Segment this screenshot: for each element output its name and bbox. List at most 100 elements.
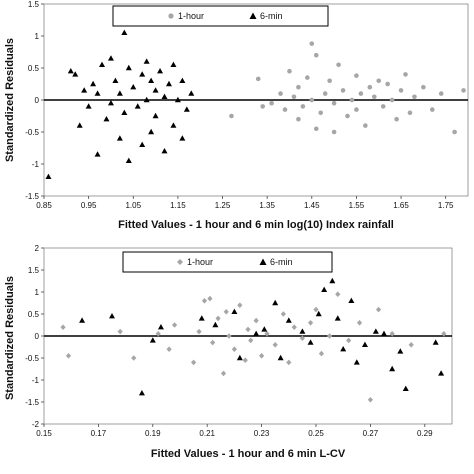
chart-1-point-6min [94, 90, 101, 96]
chart-1-point-6min [134, 103, 141, 109]
chart-2-point-1hour [210, 339, 216, 346]
chart-2-point-1hour [335, 291, 341, 297]
chart-1-point-6min [99, 61, 106, 67]
chart-1-point-1hour [380, 104, 386, 109]
chart-1-point-1hour [309, 41, 315, 46]
chart-1-point-1hour [305, 75, 310, 80]
chart-2-point-6min [334, 315, 341, 321]
chart-2-legend-1hour-label: 1-hour [187, 257, 213, 267]
chart-1-point-1hour [296, 84, 301, 90]
chart-1-point-1hour [421, 84, 426, 90]
chart-2-points [60, 277, 447, 403]
chart-2-ytick-label: -1.5 [25, 398, 39, 407]
chart-1-point-1hour [403, 72, 408, 77]
chart-1-point-6min [125, 157, 132, 163]
chart-2-point-1hour [259, 353, 265, 359]
chart-1-point-6min [174, 96, 181, 103]
chart-2-ticks: 0.15 0.17 0.19 0.21 0.23 0.25 0.27 0.29 2 1.5 1 0.5… [25, 244, 433, 438]
chart-2-point-1hour [155, 331, 161, 337]
chart-1-point-1hour [336, 62, 341, 68]
chart-1-point-6min [179, 77, 186, 83]
chart-1-point-1hour [331, 100, 337, 106]
chart-1-point-6min [143, 58, 150, 64]
chart-2-xtick-label: 0.27 [363, 429, 379, 438]
chart-1-point-6min [81, 87, 88, 93]
chart-2-point-6min [253, 330, 260, 336]
chart-1-xtick-label: 1.75 [438, 201, 454, 210]
chart-1-point-6min [161, 93, 168, 99]
chart-2-point-6min [329, 277, 336, 284]
chart-1-point-6min [103, 116, 110, 122]
chart-2-ytick-label: -2 [32, 420, 40, 429]
chart-2-point-6min [236, 354, 243, 361]
chart-1-point-1hour [367, 84, 373, 90]
chart-2-point-6min [353, 359, 360, 365]
chart-2-point-1hour [196, 328, 202, 335]
chart-2-point-1hour [191, 359, 197, 366]
chart-1-point-1hour [358, 91, 364, 96]
chart-1-xtick-label: 1.65 [393, 201, 409, 210]
chart-1: 0.85 0.95 1.05 1.15 1.25 1.35 1.45 1.55 1.65 1.75… [4, 0, 469, 231]
chart-1-point-6min [157, 68, 164, 74]
chart-1-point-6min [121, 109, 128, 115]
chart-2-ytick-label: 2 [35, 244, 40, 253]
chart-2-point-6min [438, 370, 445, 376]
chart-1-point-6min [161, 148, 168, 154]
chart-1-point-1hour [278, 91, 283, 96]
chart-2-point-1hour [375, 306, 382, 313]
chart-2-point-1hour [245, 326, 251, 333]
chart-2-point-6min [272, 299, 279, 306]
chart-2-point-1hour [171, 322, 178, 328]
chart-1-point-6min [85, 103, 92, 109]
chart-1-point-6min [152, 87, 159, 93]
chart-1-xtick-label: 1.45 [304, 201, 320, 210]
chart-2-point-1hour [286, 359, 292, 366]
chart-2-xtick-label: 0.19 [145, 429, 161, 438]
chart-2-point-6min [307, 339, 314, 345]
chart-1-point-1hour [429, 107, 435, 112]
chart-1-point-6min [72, 71, 79, 77]
chart-1-point-1hour [300, 104, 306, 109]
chart-2-point-6min [109, 313, 115, 319]
chart-2-point-6min [198, 315, 205, 321]
chart-2-point-1hour [60, 324, 66, 330]
chart-2-ytick-label: 1.5 [28, 266, 40, 275]
chart-1-legend-1hour-marker [168, 13, 174, 19]
chart-2-point-6min [381, 330, 387, 336]
chart-2-point-1hour [237, 302, 243, 308]
chart-2-xlabel: Fitted Values - 1 hour and 6 min L-CV [151, 448, 346, 460]
chart-1-point-6min [165, 80, 172, 87]
chart-1-xtick-label: 1.55 [349, 201, 365, 210]
chart-2-point-1hour [408, 342, 414, 348]
chart-2-ylabel: Standardized Residuals [4, 276, 16, 400]
chart-2-ytick-label: -1 [32, 376, 40, 385]
chart-2-point-1hour [231, 346, 237, 352]
chart-1-point-6min [94, 151, 101, 157]
chart-1-point-1hour [269, 100, 274, 106]
chart-1-point-6min [152, 112, 159, 119]
chart-1-point-6min [107, 55, 114, 61]
chart-1-point-6min [170, 122, 177, 128]
chart-1-point-6min [139, 141, 146, 147]
chart-1-point-1hour [229, 113, 234, 119]
chart-1-point-6min [112, 77, 119, 83]
chart-1-xtick-label: 0.95 [81, 201, 97, 210]
chart-1-point-1hour [412, 94, 417, 100]
chart-1-point-6min [121, 29, 128, 35]
chart-1-point-1hour [296, 116, 301, 122]
chart-2-point-6min [261, 326, 268, 332]
chart-1-ticks: 0.85 0.95 1.05 1.15 1.25 1.35 1.45 1.55 1.65 1.75… [25, 0, 454, 210]
chart-2-ytick-label: -0.5 [25, 354, 39, 363]
chart-2-point-6min [138, 390, 145, 396]
chart-2-point-1hour [220, 370, 227, 377]
chart-2-ytick-label: 1 [35, 288, 40, 297]
chart-1-point-1hour [407, 110, 413, 116]
chart-1-point-1hour [291, 94, 297, 100]
chart-1-point-6min [107, 100, 114, 106]
chart-1-xtick-label: 1.25 [215, 201, 231, 210]
chart-1-point-1hour [371, 94, 377, 100]
chart-1-point-1hour [349, 97, 355, 103]
chart-2-legend: 1-hour 6-min [122, 251, 333, 273]
chart-1-ytick-label: 1 [35, 32, 40, 41]
